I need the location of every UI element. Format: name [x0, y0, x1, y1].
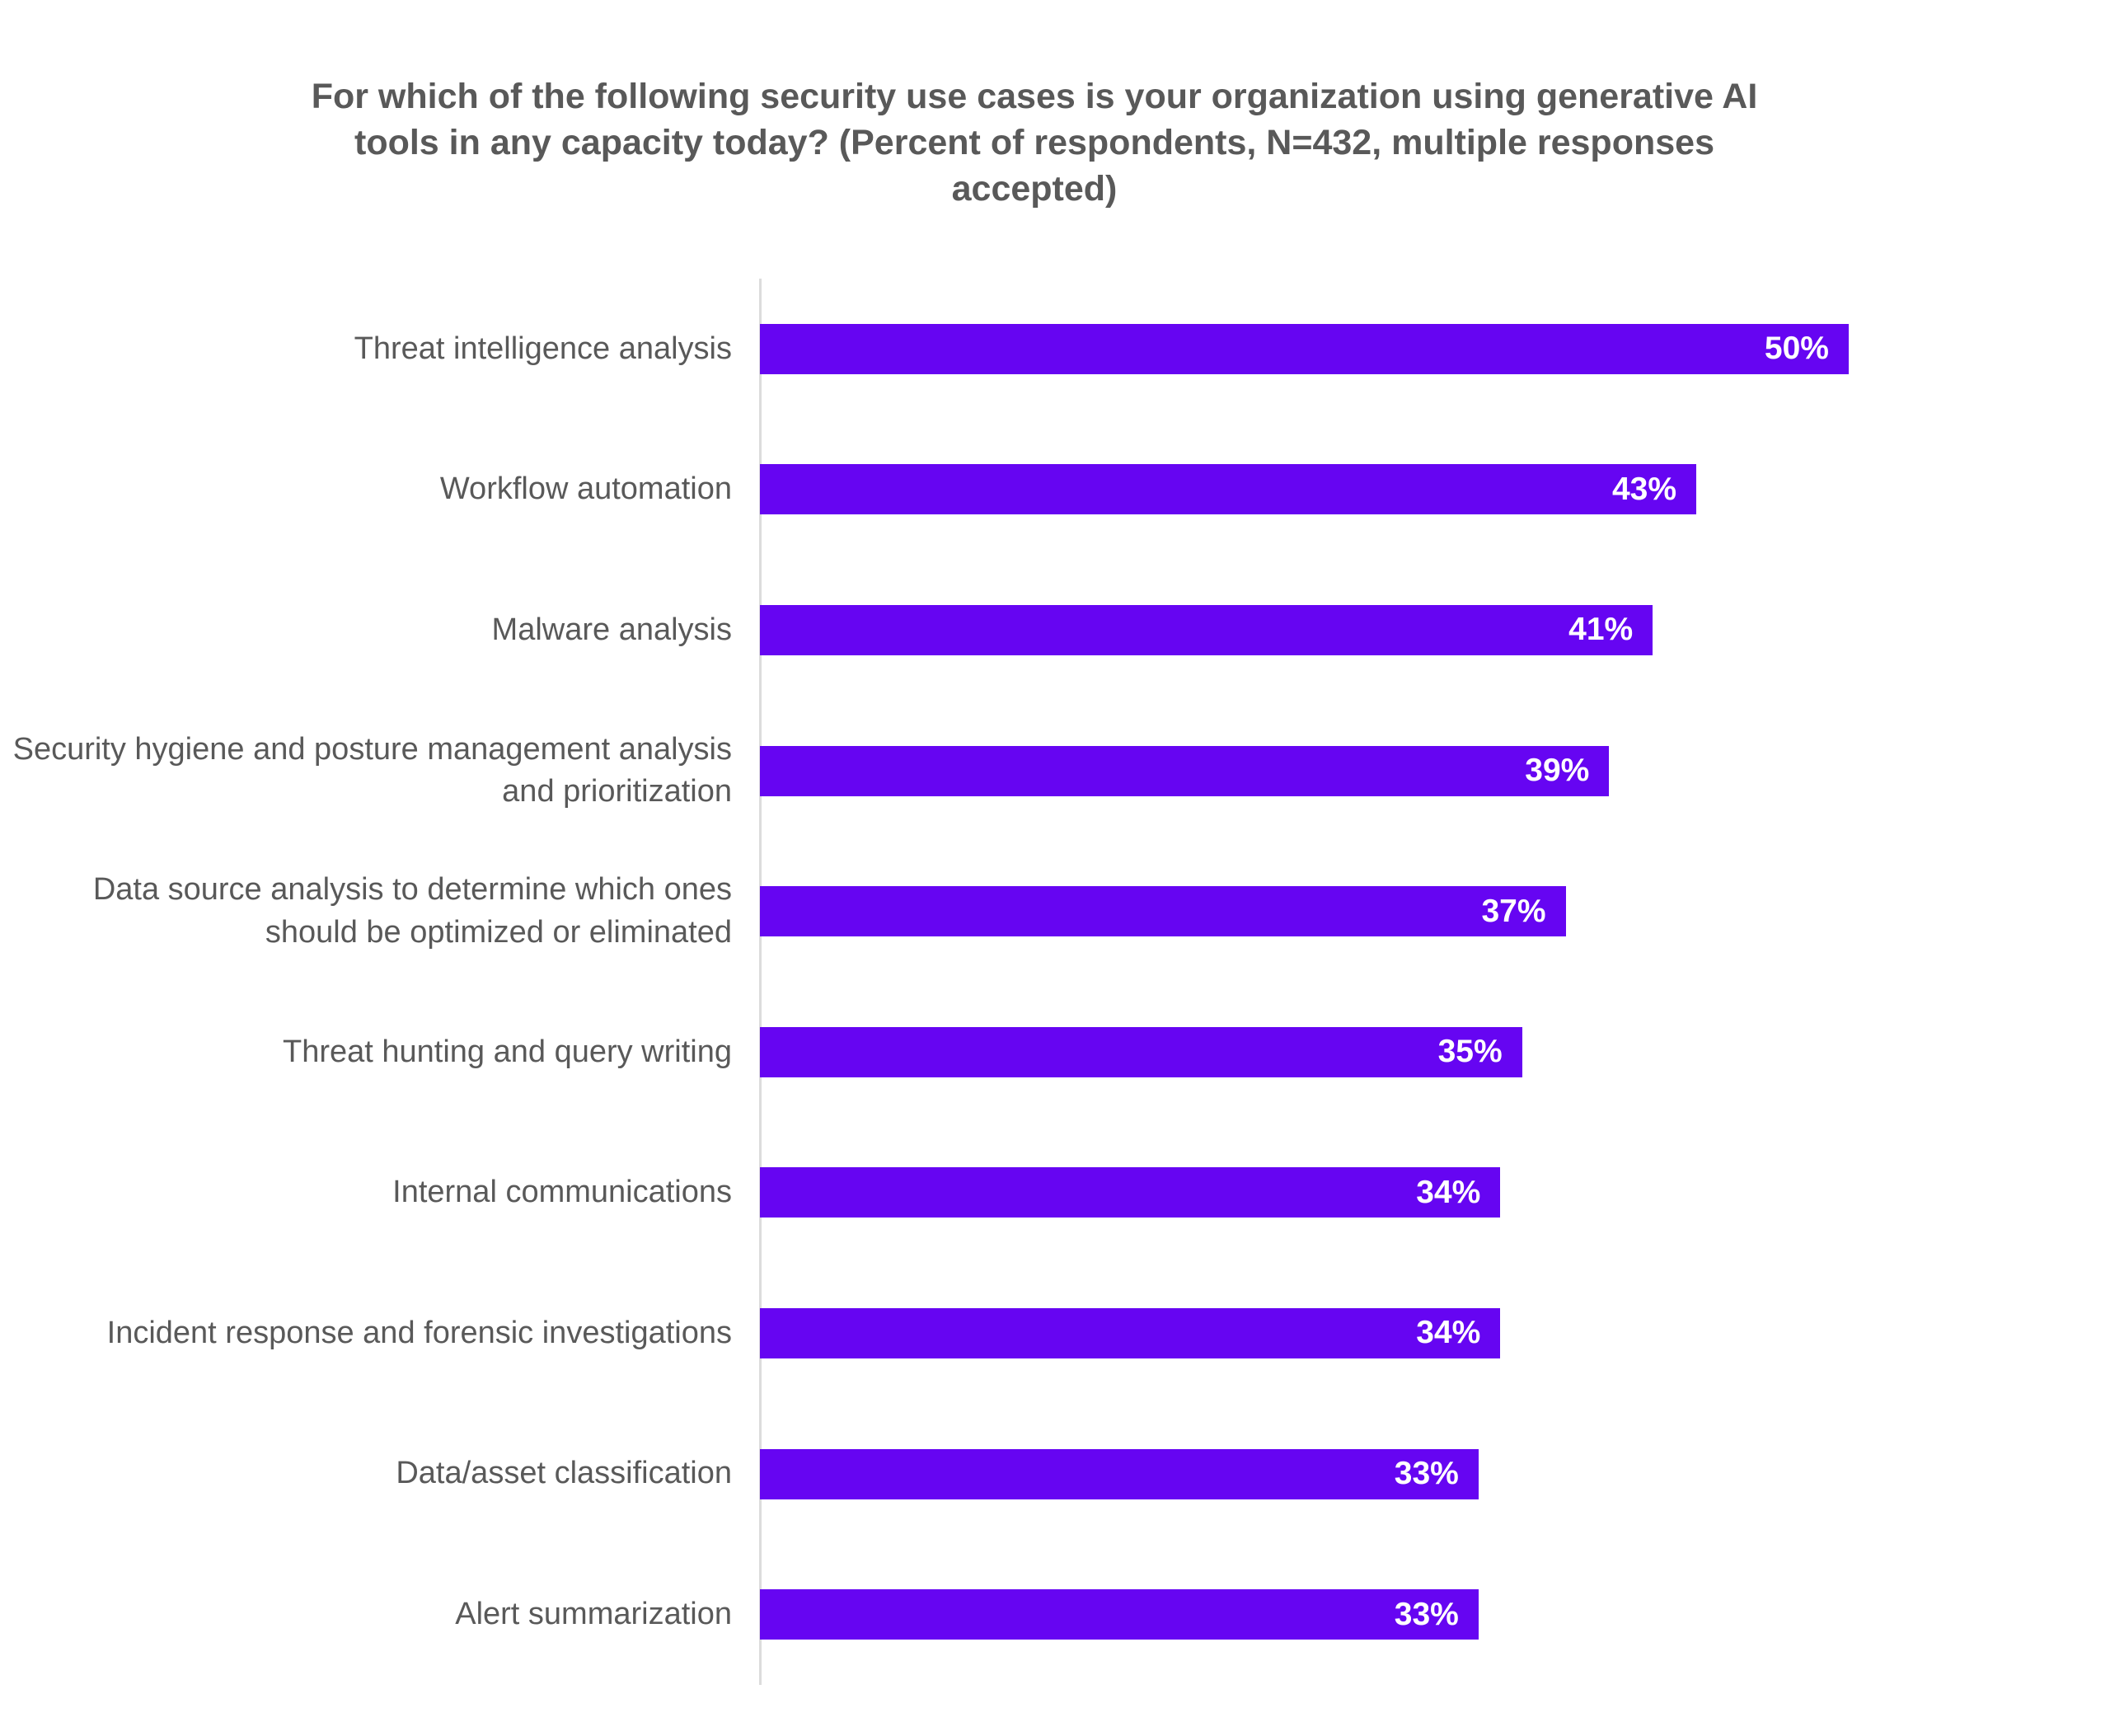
bar-rows-container: Threat intelligence analysis 50% Workflo… — [0, 279, 2110, 1685]
value-label: 33% — [1394, 1596, 1459, 1632]
bar-row: Threat intelligence analysis 50% — [0, 279, 2110, 420]
bar-track: 35% — [760, 1026, 2110, 1077]
bar: 33% — [760, 1589, 1479, 1640]
y-axis-line — [759, 279, 762, 1685]
chart-title: For which of the following security use … — [311, 77, 1758, 209]
bar-row: Data/asset classification 33% — [0, 1404, 2110, 1545]
category-label: Workflow automation — [439, 472, 732, 507]
value-label: 50% — [1764, 331, 1829, 367]
bar-row: Threat hunting and query writing 35% — [0, 982, 2110, 1123]
bar-row: Alert summarization 33% — [0, 1544, 2110, 1685]
plot-area: Threat intelligence analysis 50% Workflo… — [0, 279, 2110, 1685]
bar-row: Incident response and forensic investiga… — [0, 1263, 2110, 1404]
category-label: Incident response and forensic investiga… — [106, 1315, 732, 1350]
bar: 50% — [760, 323, 1849, 374]
category-label: Data source analysis to determine which … — [92, 872, 732, 950]
bar-row: Malware analysis 41% — [0, 560, 2110, 701]
bar: 41% — [760, 604, 1653, 655]
category-label: Threat hunting and query writing — [283, 1034, 732, 1069]
category-label: Internal communications — [392, 1175, 732, 1210]
bar-track: 33% — [760, 1448, 2110, 1499]
bar: 35% — [760, 1026, 1522, 1077]
bar-row: Data source analysis to determine which … — [0, 841, 2110, 982]
bar: 43% — [760, 464, 1697, 515]
category-label: Data/asset classification — [396, 1456, 732, 1491]
bar-track: 39% — [760, 745, 2110, 796]
category-label: Threat intelligence analysis — [354, 331, 732, 366]
bar: 39% — [760, 745, 1610, 796]
value-label: 35% — [1437, 1034, 1503, 1070]
value-label: 34% — [1416, 1315, 1481, 1351]
bar-track: 33% — [760, 1589, 2110, 1640]
bar-track: 50% — [760, 323, 2110, 374]
value-label: 41% — [1568, 612, 1634, 648]
bar-row: Workflow automation 43% — [0, 420, 2110, 561]
category-label: Security hygiene and posture management … — [12, 731, 732, 809]
bar: 33% — [760, 1448, 1479, 1499]
bar-row: Internal communications 34% — [0, 1123, 2110, 1264]
category-label: Malware analysis — [491, 612, 732, 647]
bar-track: 37% — [760, 886, 2110, 937]
value-label: 39% — [1525, 753, 1590, 789]
bar: 37% — [760, 886, 1566, 937]
bar-track: 34% — [760, 1307, 2110, 1358]
value-label: 43% — [1611, 471, 1677, 507]
bar-track: 41% — [760, 604, 2110, 655]
bar: 34% — [760, 1167, 1501, 1218]
bar-track: 43% — [760, 464, 2110, 515]
category-label: Alert summarization — [455, 1596, 732, 1631]
value-label: 33% — [1394, 1456, 1459, 1492]
bar-row: Security hygiene and posture management … — [0, 701, 2110, 842]
bar: 34% — [760, 1307, 1501, 1358]
value-label: 34% — [1416, 1174, 1481, 1210]
value-label: 37% — [1481, 893, 1546, 929]
bar-track: 34% — [760, 1167, 2110, 1218]
